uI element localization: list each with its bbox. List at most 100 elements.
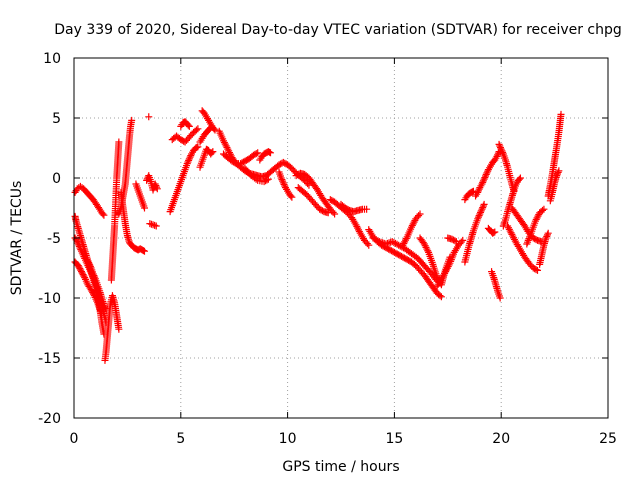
data-point — [532, 216, 540, 224]
data-point — [207, 124, 215, 132]
data-point — [515, 175, 523, 183]
data-point — [496, 142, 504, 150]
data-point — [324, 209, 332, 217]
data-point — [89, 290, 97, 298]
data-point — [331, 210, 339, 218]
data-point — [80, 272, 88, 280]
data-point — [474, 187, 482, 195]
data-point — [415, 212, 423, 220]
data-point — [264, 175, 272, 183]
data-point — [252, 175, 260, 183]
data-point — [278, 176, 286, 184]
y-axis-label: SDTVAR / TECUs — [9, 181, 25, 296]
data-point — [540, 205, 548, 213]
data-point — [128, 116, 136, 124]
data-point — [422, 243, 430, 251]
data-point — [445, 261, 453, 269]
data-point — [279, 179, 287, 187]
data-point — [77, 266, 85, 274]
data-point — [443, 264, 451, 272]
data-point — [365, 241, 373, 249]
axis-ticks — [73, 57, 609, 419]
data-point — [185, 156, 193, 164]
data-point — [402, 236, 410, 244]
data-point — [493, 152, 501, 160]
data-point — [254, 149, 262, 157]
data-point — [287, 192, 295, 200]
data-point — [479, 177, 487, 185]
data-point — [475, 212, 483, 220]
x-tick-labels: 0 5 10 15 20 25 — [70, 431, 617, 447]
data-point — [416, 210, 424, 218]
data-point — [75, 242, 83, 250]
data-point — [208, 149, 216, 157]
data-point — [554, 168, 562, 176]
data-point — [402, 234, 410, 242]
data-point — [363, 240, 371, 248]
data-point — [504, 222, 512, 230]
data-point — [183, 160, 191, 168]
data-point — [355, 226, 363, 234]
data-point — [280, 180, 288, 188]
data-point — [77, 268, 85, 276]
data-point — [74, 262, 82, 270]
data-point — [263, 176, 271, 184]
data-point — [538, 206, 546, 214]
y-tick-label: -5 — [47, 231, 61, 247]
data-point — [151, 180, 159, 188]
data-point — [74, 239, 82, 247]
data-point — [184, 158, 192, 166]
data-point — [494, 149, 502, 157]
data-point — [89, 289, 97, 297]
data-point — [194, 143, 202, 151]
data-point — [73, 238, 81, 246]
data-point — [224, 145, 232, 153]
data-point — [443, 266, 451, 274]
data-point — [153, 185, 161, 193]
data-point — [479, 202, 487, 210]
data-point — [409, 220, 417, 228]
data-point — [226, 149, 234, 157]
data-point — [543, 232, 551, 240]
data-point — [185, 155, 193, 163]
data-point — [532, 266, 540, 274]
data-point — [75, 241, 83, 249]
data-point — [89, 270, 97, 278]
data-point — [194, 125, 202, 133]
data-point — [186, 153, 194, 161]
data-point — [140, 204, 148, 212]
data-point — [423, 245, 431, 253]
data-point — [544, 229, 552, 237]
data-point — [407, 223, 415, 231]
data-point — [101, 303, 109, 311]
data-point — [222, 142, 230, 150]
data-point — [223, 144, 231, 152]
data-point — [507, 229, 515, 237]
data-point — [497, 145, 505, 153]
data-point — [498, 147, 506, 155]
data-point — [221, 140, 229, 148]
y-tick-label: -10 — [38, 291, 61, 307]
data-point — [220, 137, 228, 145]
data-point — [115, 138, 123, 146]
data-point — [481, 174, 489, 182]
data-point — [252, 150, 260, 158]
data-point — [474, 215, 482, 223]
data-point — [87, 286, 95, 294]
data-point — [496, 294, 504, 302]
data-point — [542, 234, 550, 242]
data-point — [88, 287, 96, 295]
data-point — [557, 110, 565, 118]
data-point — [279, 177, 287, 185]
data-point — [90, 272, 98, 280]
data-point — [140, 247, 148, 255]
data-point — [553, 170, 561, 178]
x-tick-label: 0 — [70, 431, 79, 447]
data-point — [478, 205, 486, 213]
data-point — [206, 125, 214, 133]
data-point — [211, 126, 219, 134]
data-point — [220, 138, 228, 146]
data-point — [543, 231, 551, 239]
data-point — [85, 259, 93, 267]
data-point — [91, 273, 99, 281]
